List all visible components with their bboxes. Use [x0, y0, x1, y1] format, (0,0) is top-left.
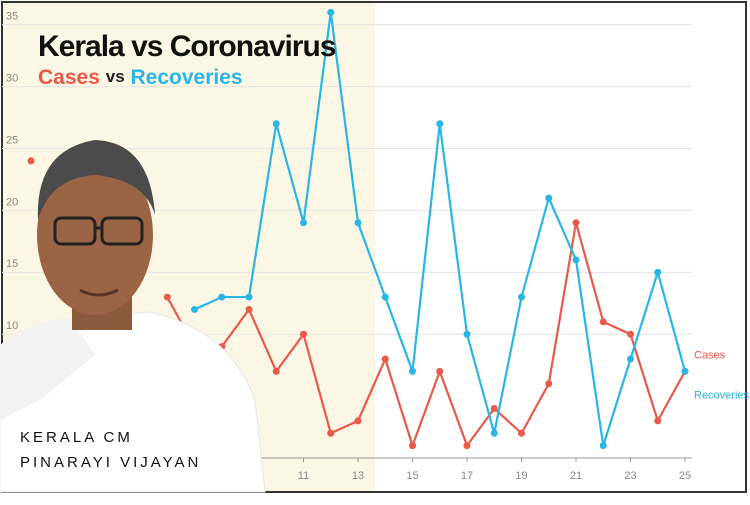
y-tick-label: 10: [6, 320, 18, 332]
chart-subtitle: Cases vs Recoveries: [38, 66, 243, 89]
data-point: [518, 293, 525, 301]
data-point: [436, 367, 444, 375]
data-point: [463, 330, 471, 338]
data-point: [572, 219, 580, 227]
data-point: [545, 194, 553, 202]
y-tick-label: 30: [6, 73, 18, 85]
data-point: [627, 355, 634, 363]
data-point: [490, 404, 498, 412]
data-point: [518, 429, 525, 437]
data-point: [463, 442, 471, 450]
data-point: [409, 442, 416, 450]
x-tick-label: 21: [570, 470, 582, 482]
subtitle-middle: vs: [106, 67, 125, 86]
x-tick-label: 19: [515, 470, 527, 482]
y-tick-label: 35: [6, 11, 18, 23]
series-line: [166, 222, 686, 450]
data-point: [627, 330, 634, 338]
data-point: [300, 219, 307, 227]
x-tick-label: 23: [624, 470, 636, 482]
data-point: [272, 367, 280, 375]
portrait: [0, 140, 266, 493]
y-tick-label: 20: [6, 196, 18, 208]
data-point: [409, 367, 416, 375]
data-point: [163, 293, 171, 301]
y-tick-label: 25: [6, 134, 18, 146]
x-tick-label: 25: [679, 470, 691, 482]
data-point: [545, 380, 553, 388]
data-point: [245, 305, 253, 313]
data-point: [272, 120, 280, 128]
data-point: [681, 367, 689, 375]
data-point: [654, 417, 662, 425]
data-point: [599, 442, 607, 450]
data-point: [218, 293, 226, 301]
subtitle-right: Recoveries: [131, 66, 243, 89]
data-point: [354, 219, 362, 227]
x-tick-label: 11: [298, 470, 309, 482]
data-point: [381, 355, 389, 363]
data-point: [572, 256, 580, 264]
data-point: [354, 417, 362, 425]
data-point: [327, 429, 335, 437]
data-point: [490, 429, 498, 437]
x-tick-label: 15: [406, 470, 418, 482]
data-point: [436, 120, 444, 128]
data-point: [381, 293, 389, 301]
data-point: [27, 157, 35, 165]
series-label: Cases: [694, 349, 726, 361]
data-point: [191, 305, 198, 313]
frame: [1, 1, 747, 493]
data-point: [245, 293, 253, 301]
data-point: [300, 330, 307, 338]
data-point: [327, 8, 335, 16]
chart-title: Kerala vs Coronavirus: [38, 30, 336, 63]
x-tick-label: 17: [461, 470, 473, 482]
subtitle-left: Cases: [38, 66, 100, 89]
y-tick-label: 15: [6, 258, 18, 270]
series-label: Recoveries: [694, 389, 750, 401]
x-tick-label: 13: [352, 470, 364, 482]
caption-line: PINARAYI VIJAYAN: [20, 454, 201, 471]
lines: Cases Recoveries: [27, 8, 750, 450]
data-point: [654, 268, 662, 276]
caption-line: KERALA CM: [20, 429, 133, 446]
data-point: [599, 318, 607, 326]
